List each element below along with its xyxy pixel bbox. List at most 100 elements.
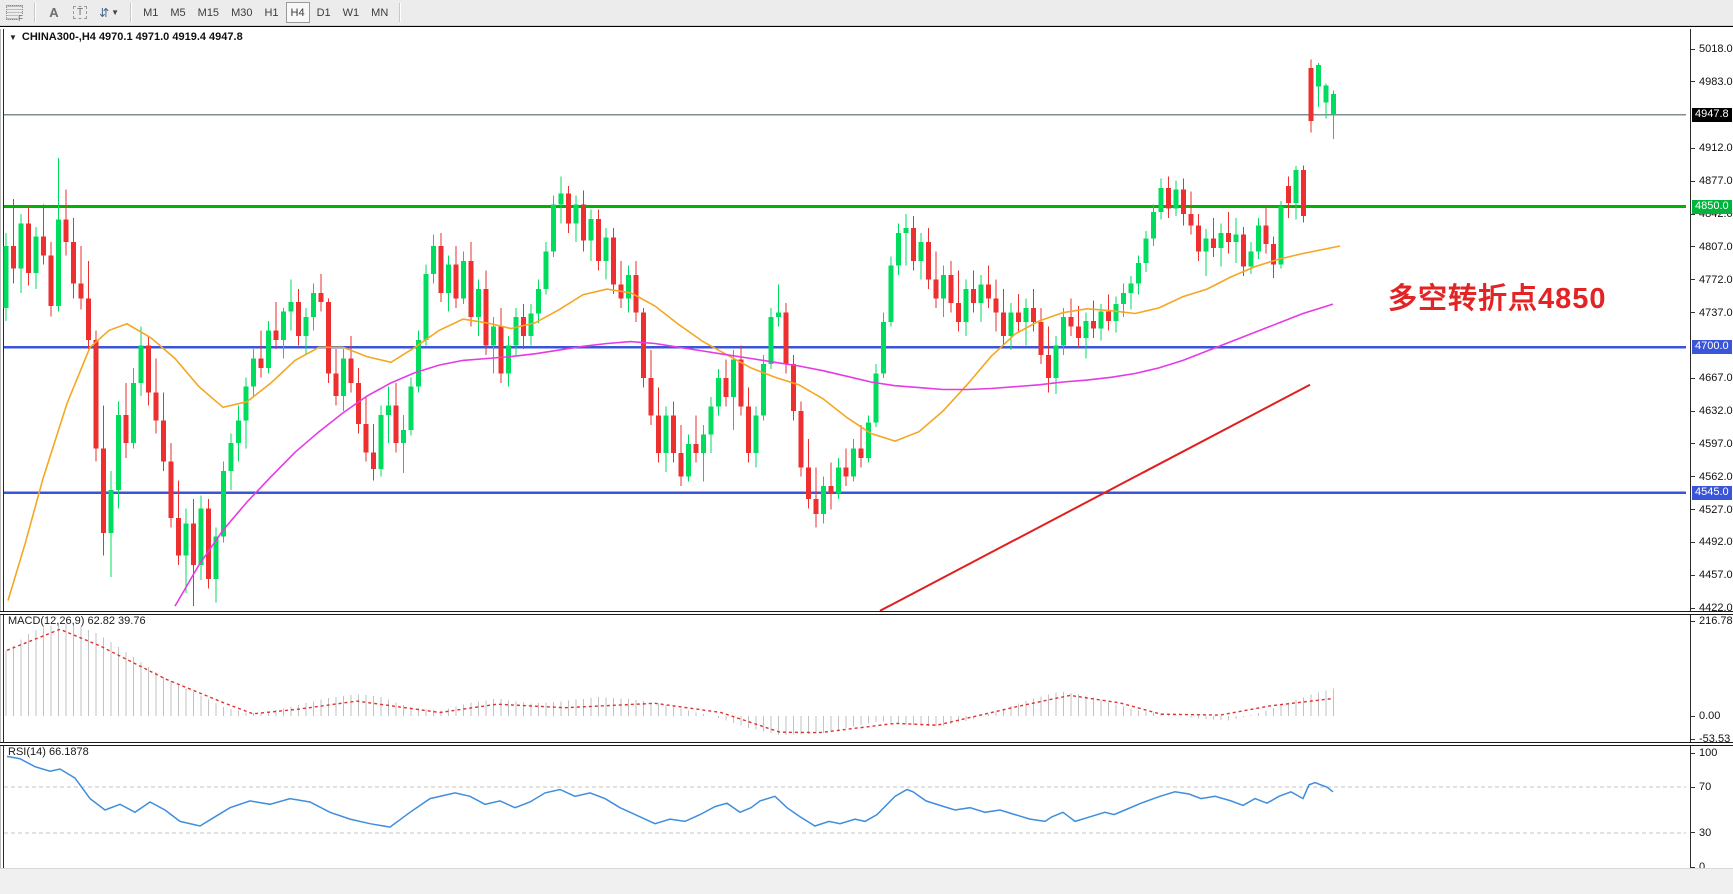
symbol-ohlc-bar[interactable]: ▼ CHINA300-,H4 4970.1 4971.0 4919.4 4947… bbox=[9, 31, 249, 43]
candle-body bbox=[851, 448, 856, 477]
timeframe-button-m5[interactable]: M5 bbox=[170, 6, 186, 19]
candle-body bbox=[1083, 320, 1089, 338]
price-axis[interactable]: 5018.0 4983.0 4912.0 4877.0 4842.0 4807.0 4772… bbox=[1691, 27, 1733, 873]
candle-body bbox=[806, 467, 811, 500]
timeframe-button-mn[interactable]: MN bbox=[371, 6, 389, 19]
candle-body bbox=[401, 429, 406, 443]
axis-tick bbox=[1691, 181, 1695, 182]
candle-body bbox=[911, 228, 916, 261]
candle-body bbox=[498, 326, 504, 374]
price-badge: 4545.0 bbox=[1692, 485, 1732, 500]
axis-tick bbox=[1691, 867, 1695, 868]
candle-body bbox=[213, 536, 219, 579]
rsi-panel[interactable] bbox=[0, 745, 1690, 872]
candle-body bbox=[93, 339, 99, 449]
candle-body bbox=[1226, 232, 1231, 243]
price-badge: 4700.0 bbox=[1692, 340, 1732, 355]
candle-body bbox=[1248, 251, 1254, 267]
candle-body bbox=[1023, 307, 1029, 322]
candle-body bbox=[131, 382, 136, 443]
candle-body bbox=[438, 245, 444, 293]
candle-body bbox=[476, 289, 481, 318]
status-strip bbox=[0, 868, 1733, 894]
macd-axis-label: 0.00 bbox=[1699, 710, 1721, 722]
candle-body bbox=[1278, 206, 1284, 265]
candle-body bbox=[941, 275, 946, 299]
candle-body bbox=[251, 358, 256, 387]
timeframe-group: M1 M5 M15 M30 H1 H4 D1 W1 MN bbox=[137, 2, 394, 23]
candle-body bbox=[303, 317, 309, 337]
macd-panel[interactable] bbox=[0, 614, 1690, 742]
chart-shift-icon: F bbox=[6, 5, 23, 23]
candle-body bbox=[153, 392, 159, 421]
symbol-ohlc-text: CHINA300-,H4 4970.1 4971.0 4919.4 4947.8 bbox=[21, 31, 243, 43]
candle-body bbox=[791, 364, 796, 412]
candle-body bbox=[1181, 189, 1186, 215]
timeframe-button-m15[interactable]: M15 bbox=[197, 6, 220, 19]
panel-separator[interactable] bbox=[0, 611, 1733, 615]
candle-body bbox=[416, 339, 421, 387]
candle-body bbox=[453, 264, 459, 299]
candle-body bbox=[1151, 212, 1156, 239]
timeframe-button-m1[interactable]: M1 bbox=[143, 6, 159, 19]
candle-body bbox=[1001, 312, 1006, 337]
candle-body bbox=[671, 415, 676, 454]
candle-body bbox=[1008, 312, 1014, 337]
candle-body bbox=[761, 364, 766, 416]
rsi-axis-label: 30 bbox=[1699, 826, 1712, 839]
candle-body bbox=[858, 448, 864, 458]
chart-shift-button[interactable]: F bbox=[1, 2, 28, 23]
candle-body bbox=[138, 345, 144, 383]
ma-fast-line bbox=[7, 245, 1341, 601]
main-chart[interactable] bbox=[0, 29, 1690, 612]
candle-body bbox=[1068, 317, 1074, 327]
text-label-button[interactable]: A bbox=[42, 2, 66, 23]
candle-body bbox=[746, 406, 751, 454]
timeframe-button-w1[interactable]: W1 bbox=[342, 6, 360, 19]
price-axis-label: 5018.0 bbox=[1699, 43, 1733, 55]
candle-body bbox=[468, 260, 474, 318]
candle-body bbox=[243, 386, 249, 421]
candle-body bbox=[311, 292, 316, 318]
candle-body bbox=[371, 452, 376, 470]
cycle-arrows-button[interactable]: ⇵ ▼ bbox=[94, 2, 124, 23]
candle-body bbox=[753, 415, 759, 454]
timeframe-button-h1[interactable]: H1 bbox=[264, 6, 279, 19]
timeframe-button-d1[interactable]: D1 bbox=[316, 6, 331, 19]
candle-body bbox=[506, 345, 511, 374]
candle-body bbox=[1143, 238, 1149, 263]
price-axis-label: 4492.0 bbox=[1699, 536, 1733, 549]
candle-body bbox=[731, 359, 736, 397]
candle-body bbox=[1038, 321, 1044, 355]
macd-axis-label: -53.53 bbox=[1699, 733, 1731, 746]
candle-body bbox=[918, 242, 924, 261]
candle-body bbox=[1061, 317, 1066, 346]
candle-body bbox=[1106, 311, 1111, 321]
candle-body bbox=[333, 373, 339, 397]
rsi-axis-label: 0 bbox=[1699, 861, 1706, 873]
window-frame bbox=[0, 29, 1, 874]
candle-body bbox=[266, 330, 271, 368]
axis-tick bbox=[1691, 81, 1695, 82]
price-axis-label: 4632.0 bbox=[1699, 405, 1733, 418]
price-axis-label: 4667.0 bbox=[1699, 372, 1733, 385]
candle-body bbox=[483, 289, 489, 346]
candle-body bbox=[1121, 292, 1126, 305]
window-frame bbox=[3, 29, 4, 874]
text-box-button[interactable]: T bbox=[68, 2, 92, 23]
candle-body bbox=[581, 204, 586, 241]
candle-body bbox=[228, 442, 234, 472]
candle-body bbox=[1016, 312, 1021, 322]
timeframe-button-m30[interactable]: M30 bbox=[231, 6, 253, 19]
axis-tick bbox=[1691, 608, 1695, 609]
candle-body bbox=[1233, 234, 1239, 243]
candle-body bbox=[656, 415, 661, 454]
candle-body bbox=[1046, 354, 1051, 379]
timeframe-button-h4[interactable]: H4 bbox=[285, 2, 310, 23]
candle-body bbox=[738, 359, 744, 407]
candle-body bbox=[1211, 238, 1216, 248]
panel-separator[interactable] bbox=[0, 742, 1733, 746]
candle-body bbox=[1076, 326, 1081, 338]
candle-body bbox=[318, 292, 324, 303]
annotation-text[interactable]: 多空转折点4850 bbox=[1388, 283, 1607, 315]
